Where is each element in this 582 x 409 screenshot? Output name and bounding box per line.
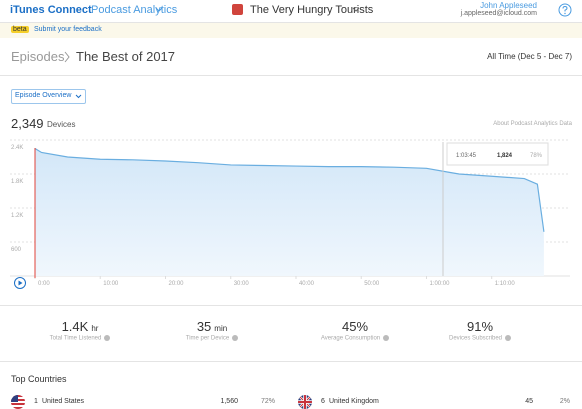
area xyxy=(35,148,544,276)
stat-label-text: Devices Subscribed xyxy=(448,335,503,342)
play-circle xyxy=(14,277,26,289)
stat-label: Time per Device xyxy=(142,335,282,342)
x-tick-label: 20:00 xyxy=(168,281,184,287)
breadcrumb-current: The Best of 2017 xyxy=(76,49,176,64)
stat-label-text: Average Consumption xyxy=(320,335,381,342)
podcast-icon xyxy=(232,4,243,15)
x-tick-label: 30:00 xyxy=(234,281,250,287)
stat-value-row: 45% xyxy=(295,319,415,334)
stat-value: 91% xyxy=(466,319,494,334)
country-name: United States xyxy=(42,398,85,405)
chevron xyxy=(352,7,360,12)
x-tick-label: 1:00:00 xyxy=(429,281,450,287)
play-icon xyxy=(18,280,23,286)
chevron xyxy=(75,94,82,99)
app-name[interactable]: iTunes Connect xyxy=(10,4,92,16)
tooltip-time: 1:03:45 xyxy=(456,153,477,159)
stat-label: Devices Subscribed xyxy=(410,335,550,342)
stat-value: 1.4K xyxy=(61,319,89,334)
breadcrumb-parent[interactable]: Episodes xyxy=(11,49,65,64)
y-tick-label: 2.4K xyxy=(11,145,23,151)
stat-label-text: Total Time Listened xyxy=(49,335,102,342)
info-icon[interactable] xyxy=(104,335,111,341)
stat-label: Average Consumption xyxy=(285,335,425,342)
podcast-name[interactable]: The Very Hungry Tourists xyxy=(250,4,374,16)
y-tick-label: 1.2K xyxy=(11,213,23,219)
tooltip-devices: 1,824 xyxy=(497,153,513,159)
info-icon[interactable] xyxy=(232,335,239,341)
stat-value: 35 xyxy=(196,319,212,334)
devices-count: 2,349 xyxy=(11,116,44,131)
x-tick-label: 0:00 xyxy=(38,281,50,287)
x-tick-label: 1:10:00 xyxy=(495,281,516,287)
devices-label: Devices xyxy=(47,120,76,129)
user-email: j.appleseed@icloud.com xyxy=(460,10,537,17)
y-tick-label: 1.8K xyxy=(11,179,23,185)
x-tick-label: 50:00 xyxy=(364,281,380,287)
stat-value: 45% xyxy=(341,319,369,334)
play-button[interactable] xyxy=(14,277,26,289)
stat-value-row: 1.4K hr xyxy=(20,319,140,334)
flag xyxy=(11,395,25,409)
stat-unit: min xyxy=(214,324,228,333)
divider xyxy=(0,22,582,23)
y-tick-label: 600 xyxy=(11,247,22,253)
x-tick-label: 10:00 xyxy=(103,281,119,287)
date-range[interactable]: All Time (Dec 5 - Dec 7) xyxy=(487,52,572,61)
dropdown[interactable] xyxy=(11,89,86,104)
stat-unit: hr xyxy=(91,324,99,333)
country-devices: 45 xyxy=(525,398,533,405)
divider xyxy=(0,305,582,306)
country-share: 2% xyxy=(559,398,570,405)
beta-bar xyxy=(0,23,582,38)
line xyxy=(34,147,545,232)
feedback-link[interactable]: Submit your feedback xyxy=(34,26,102,33)
beta-badge: beta xyxy=(11,26,29,33)
flag xyxy=(298,395,312,409)
divider xyxy=(0,75,582,76)
chevron xyxy=(155,7,163,12)
tooltip-percent: 78% xyxy=(530,153,543,159)
info-icon[interactable] xyxy=(383,335,390,341)
section-title: Top Countries xyxy=(11,374,67,384)
divider xyxy=(0,361,582,362)
country-share: 72% xyxy=(260,398,275,405)
country-rank: 1 xyxy=(34,398,38,405)
tooltip xyxy=(446,142,549,166)
user-name[interactable]: John Appleseed xyxy=(480,1,537,10)
section-menu[interactable]: Podcast Analytics xyxy=(91,4,178,16)
stat-label: Total Time Listened xyxy=(10,335,150,342)
country-devices: 1,560 xyxy=(220,398,238,405)
info-icon[interactable] xyxy=(505,335,512,341)
dropdown-label[interactable]: Episode Overview xyxy=(15,92,72,99)
stat-value-row: 91% xyxy=(420,319,540,334)
stat-value-row: 35 min xyxy=(152,319,272,334)
stat-label-text: Time per Device xyxy=(185,335,230,342)
country-name: United Kingdom xyxy=(329,398,379,405)
country-rank: 6 xyxy=(321,398,325,405)
breadcrumb-arrow xyxy=(64,51,70,63)
chart: 600 1.2K 1.8K 2.4K 0:00 10:00 20:00 30:00 40:00 5… xyxy=(10,139,570,289)
x-tick-label: 40:00 xyxy=(299,281,315,287)
about-link[interactable]: About Podcast Analytics Data xyxy=(493,121,572,127)
help-icon[interactable] xyxy=(558,3,572,17)
